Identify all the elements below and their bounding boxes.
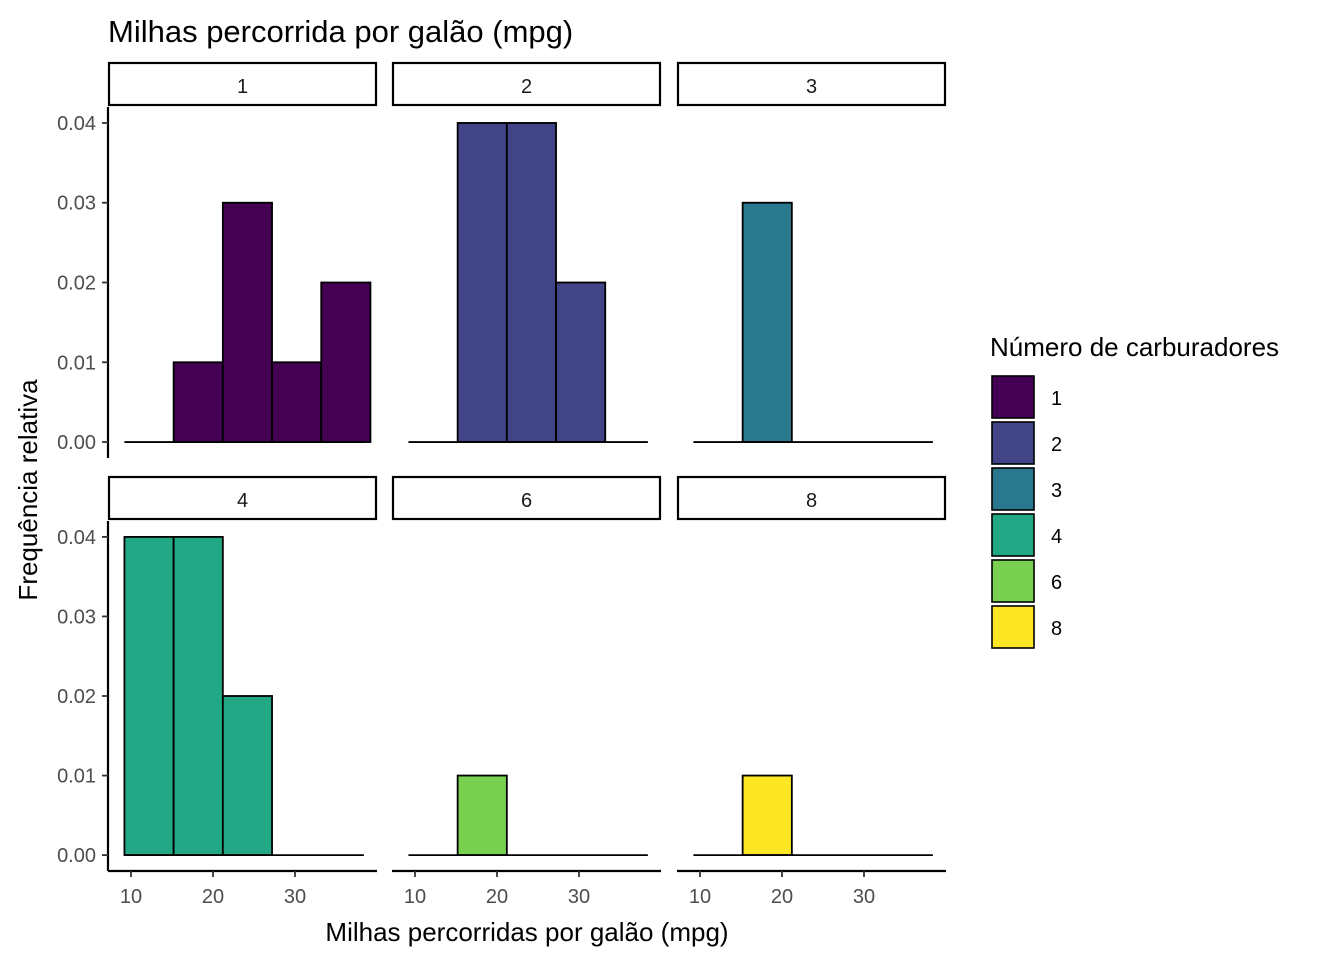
chart-title: Milhas percorrida por galão (mpg) xyxy=(108,14,573,49)
facet-strip xyxy=(107,475,378,521)
legend-label: 6 xyxy=(1051,572,1062,594)
x-axis-label: Milhas percorridas por galão (mpg) xyxy=(325,917,728,947)
legend: 1 2 3 4 6 8 xyxy=(991,375,1062,649)
x-tick-label: 30 xyxy=(284,886,306,908)
histogram-bar xyxy=(505,122,557,443)
facet-strip xyxy=(676,61,947,107)
histogram-bar xyxy=(172,536,224,856)
facet-strip xyxy=(107,61,378,107)
histogram-bar xyxy=(741,201,793,443)
legend-swatch xyxy=(991,467,1035,511)
facet-strip-label: 2 xyxy=(521,76,532,98)
facet-strip-label: 6 xyxy=(521,490,532,512)
histogram-bar xyxy=(555,281,607,443)
legend-swatch xyxy=(991,421,1035,465)
facet-strip xyxy=(676,475,947,521)
y-tick-label: 0.00 xyxy=(57,845,96,867)
histogram-bar xyxy=(221,201,273,443)
y-tick-label: 0.04 xyxy=(57,113,96,135)
facet-panel-6: 6 10 20 30 xyxy=(391,475,662,908)
legend-item-2: 2 xyxy=(991,421,1062,465)
y-tick-label: 0.01 xyxy=(57,352,96,374)
legend-item-4: 4 xyxy=(991,513,1062,557)
x-tick-label: 20 xyxy=(202,886,224,908)
y-axis-label: Frequência relativa xyxy=(13,379,43,601)
histogram-bar xyxy=(320,281,372,443)
facet-panel-8: 8 10 20 30 xyxy=(676,475,947,908)
histogram-bar xyxy=(271,361,323,443)
x-tick-label: 10 xyxy=(689,886,711,908)
x-tick-label: 10 xyxy=(404,886,426,908)
y-tick-label: 0.03 xyxy=(57,606,96,628)
y-tick-label: 0.02 xyxy=(57,273,96,295)
y-tick-label: 0.04 xyxy=(57,527,96,549)
facet-strip-label: 1 xyxy=(237,76,248,98)
facet-strip-label: 8 xyxy=(806,490,817,512)
facet-panel-4: 4 0.00 0.01 0.02 0.03 0.04 10 20 30 xyxy=(57,475,378,908)
legend-swatch xyxy=(991,375,1035,419)
facet-panels: 1 0.00 0.01 0.02 0.03 0.04 2 3 4 0.00 0.01 0.02 0.03… xyxy=(57,61,947,908)
legend-item-6: 6 xyxy=(991,559,1062,603)
legend-title: Número de carburadores xyxy=(990,332,1279,362)
legend-label: 3 xyxy=(1051,480,1062,502)
histogram-bar xyxy=(172,361,224,443)
facet-strip xyxy=(391,61,662,107)
legend-label: 4 xyxy=(1051,526,1062,548)
facet-strip-label: 4 xyxy=(237,490,248,512)
x-tick-label: 20 xyxy=(771,886,793,908)
x-tick-label: 20 xyxy=(486,886,508,908)
histogram-bar xyxy=(456,774,508,856)
legend-label: 8 xyxy=(1051,618,1062,640)
facet-strip xyxy=(391,475,662,521)
legend-item-1: 1 xyxy=(991,375,1062,419)
y-tick-label: 0.01 xyxy=(57,766,96,788)
histogram-bar xyxy=(123,536,175,856)
legend-item-3: 3 xyxy=(991,467,1062,511)
legend-label: 1 xyxy=(1051,388,1062,410)
x-tick-label: 30 xyxy=(853,886,875,908)
y-tick-label: 0.00 xyxy=(57,432,96,454)
legend-swatch xyxy=(991,513,1035,557)
facet-strip-label: 3 xyxy=(806,76,817,98)
legend-swatch xyxy=(991,605,1035,649)
facet-panel-3: 3 xyxy=(676,61,947,443)
histogram-bar xyxy=(221,695,273,856)
histogram-bar xyxy=(741,774,793,856)
legend-label: 2 xyxy=(1051,434,1062,456)
y-tick-label: 0.03 xyxy=(57,193,96,215)
legend-swatch xyxy=(991,559,1035,603)
facet-panel-2: 2 xyxy=(391,61,662,443)
histogram-bar xyxy=(456,122,508,443)
legend-item-8: 8 xyxy=(991,605,1062,649)
y-tick-label: 0.02 xyxy=(57,686,96,708)
x-tick-label: 30 xyxy=(568,886,590,908)
facet-panel-1: 1 0.00 0.01 0.02 0.03 0.04 xyxy=(57,61,378,458)
x-tick-label: 10 xyxy=(120,886,142,908)
